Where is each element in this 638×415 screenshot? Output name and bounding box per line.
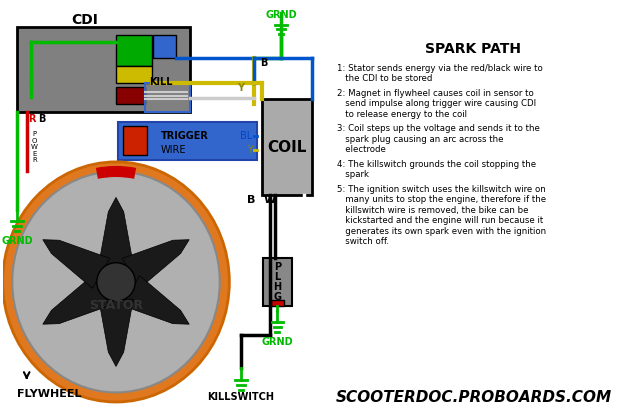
Bar — [118, 122, 257, 160]
Text: P
O
W
E
R: P O W E R — [31, 132, 38, 164]
Text: GRND: GRND — [265, 10, 297, 20]
Text: 4: The killswitch grounds the coil stopping the
   spark: 4: The killswitch grounds the coil stopp… — [337, 160, 536, 179]
Polygon shape — [99, 198, 133, 265]
Text: BL: BL — [240, 131, 253, 141]
Text: B: B — [38, 114, 45, 124]
Bar — [145, 83, 190, 112]
Bar — [263, 258, 292, 306]
Text: CDI: CDI — [71, 13, 98, 27]
Polygon shape — [122, 240, 189, 288]
Circle shape — [97, 263, 135, 301]
Polygon shape — [99, 299, 133, 366]
Text: STATOR: STATOR — [89, 300, 143, 312]
Text: R: R — [29, 114, 36, 124]
Ellipse shape — [3, 162, 229, 402]
Text: TRIGGER: TRIGGER — [161, 131, 209, 141]
Text: WIRE: WIRE — [161, 145, 187, 155]
Text: 2: Magnet in flywheel causes coil in sensor to
   send impulse along trigger wir: 2: Magnet in flywheel causes coil in sen… — [337, 89, 536, 119]
Polygon shape — [43, 276, 110, 324]
Polygon shape — [122, 276, 189, 324]
Text: KILL: KILL — [149, 77, 173, 87]
Bar — [17, 27, 190, 112]
Bar — [122, 126, 147, 155]
Text: Y: Y — [237, 83, 244, 93]
Bar — [271, 300, 284, 306]
Text: Y: Y — [246, 145, 253, 155]
Text: W: W — [263, 195, 276, 205]
Text: 1: Stator sends energy via the red/black wire to
   the CDI to be stored: 1: Stator sends energy via the red/black… — [337, 64, 543, 83]
Text: KILLSWITCH: KILLSWITCH — [207, 393, 274, 403]
Text: COIL: COIL — [267, 140, 307, 155]
Text: B: B — [248, 195, 256, 205]
Text: GRND: GRND — [262, 337, 293, 347]
Bar — [262, 100, 312, 195]
Polygon shape — [43, 240, 110, 288]
Bar — [116, 35, 152, 66]
Text: SPARK PATH: SPARK PATH — [426, 42, 521, 56]
Text: SCOOTERDOC.PROBOARDS.COM: SCOOTERDOC.PROBOARDS.COM — [336, 390, 611, 405]
Text: FLYWHEEL: FLYWHEEL — [17, 389, 82, 399]
Bar — [116, 87, 145, 104]
Text: 5: The ignition switch uses the killswitch wire on
   many units to stop the eng: 5: The ignition switch uses the killswit… — [337, 185, 546, 246]
Bar — [116, 66, 152, 83]
Ellipse shape — [12, 171, 219, 393]
Text: GRND: GRND — [1, 236, 33, 246]
Text: P
L
H
G: P L H G — [273, 262, 281, 302]
Text: B: B — [260, 58, 267, 68]
Text: 3: Coil steps up the voltage and sends it to the
   spark plug causing an arc ac: 3: Coil steps up the voltage and sends i… — [337, 124, 540, 154]
Bar — [152, 35, 175, 58]
